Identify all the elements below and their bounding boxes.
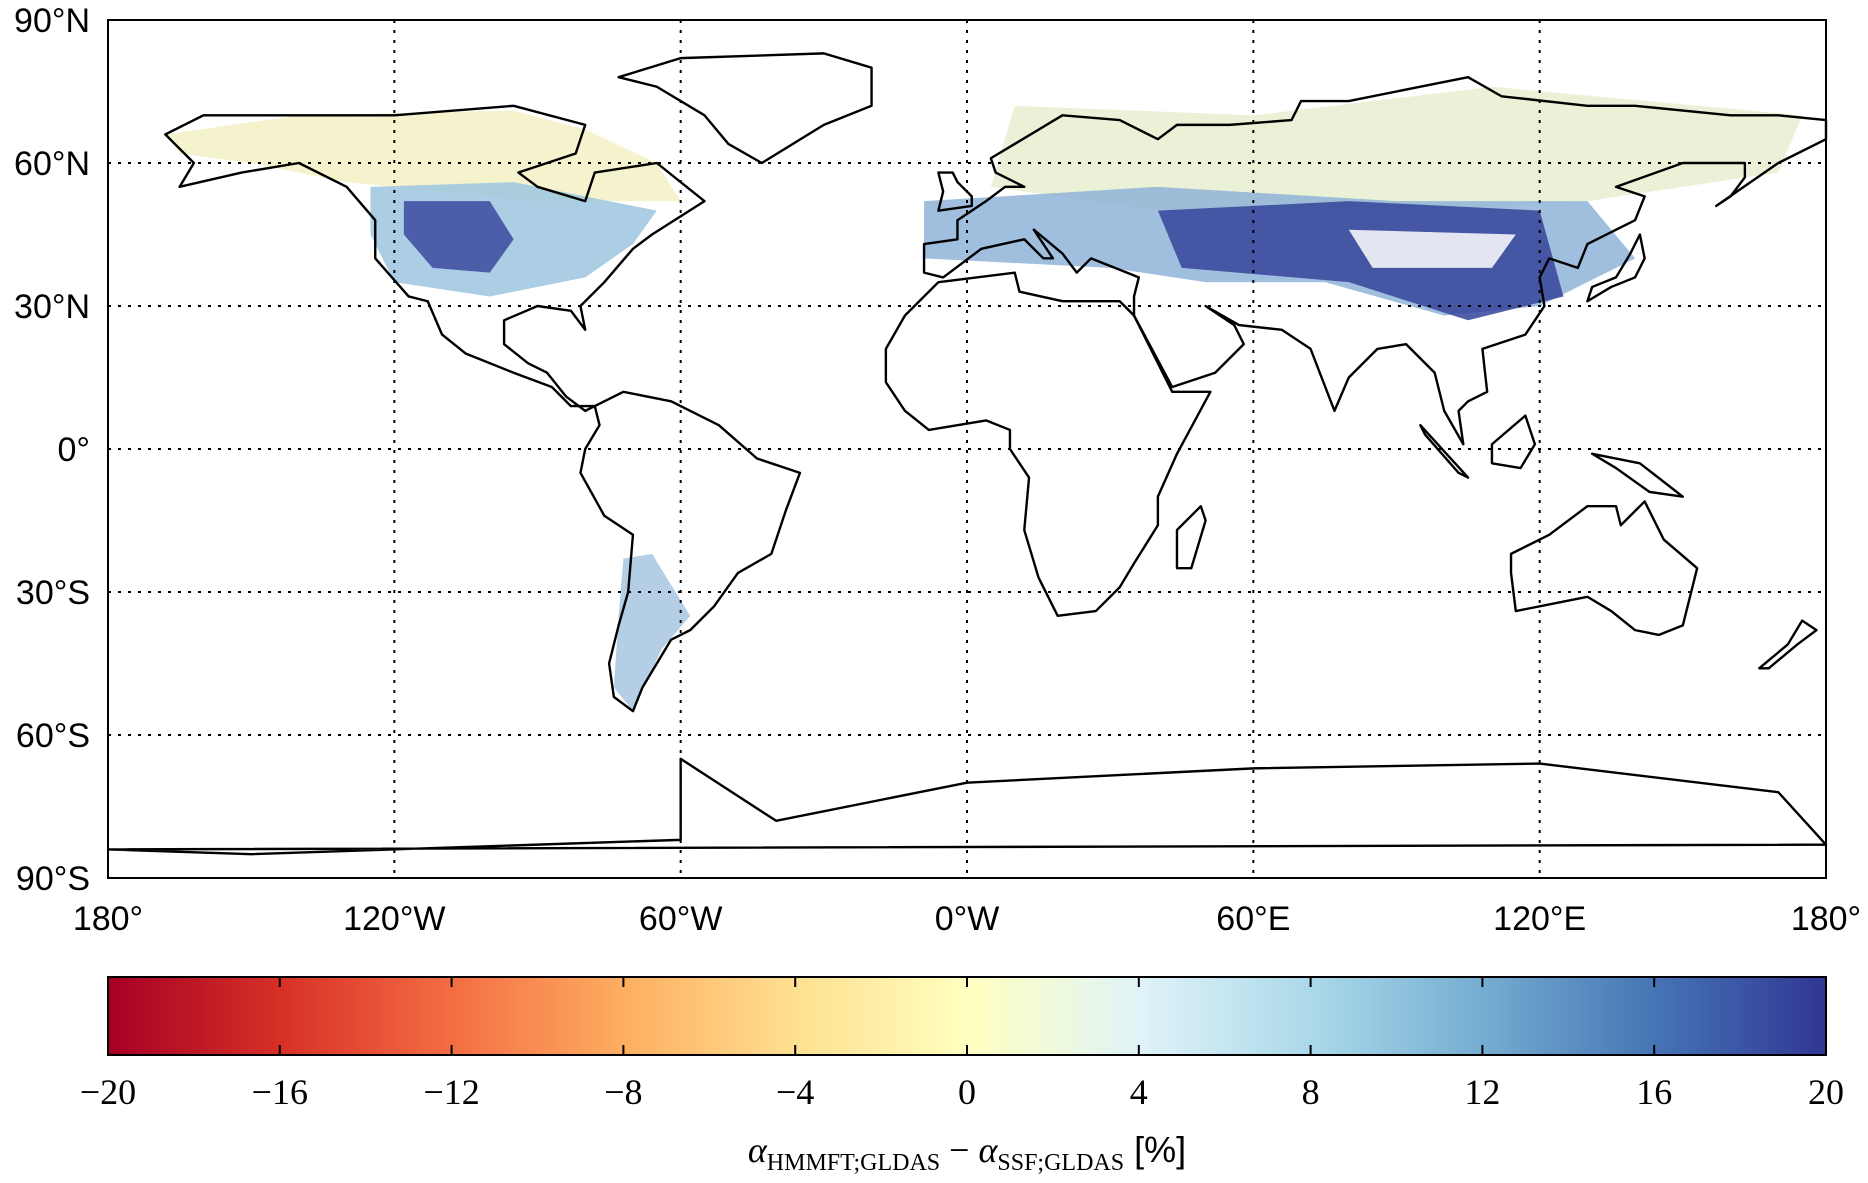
lon-tick-label: 180° [1791, 900, 1861, 938]
colorbar-tick-label: 20 [1808, 1072, 1844, 1112]
coastline [937, 171, 973, 212]
subscript: HMMFT;GLDAS [767, 1150, 940, 1176]
colorbar-tick-label: −12 [423, 1072, 479, 1112]
symbol: α [978, 1130, 998, 1170]
coastline [1175, 505, 1207, 570]
subscript: SSF;GLDAS [997, 1150, 1124, 1176]
colorbar [107, 976, 1827, 1056]
coastline [617, 52, 873, 165]
coastline [1509, 500, 1699, 637]
data-field [1157, 201, 1564, 321]
lon-tick-label: 120°W [343, 900, 445, 938]
coastline [1590, 452, 1685, 498]
colorbar-tick-label: −4 [776, 1072, 814, 1112]
map-frame [107, 19, 1827, 879]
coastline [106, 757, 1828, 856]
coastline [579, 390, 802, 713]
lat-tick-label: 30°S [16, 574, 90, 612]
colorbar-tick-label: −16 [252, 1072, 308, 1112]
colorbar-tick-label: 0 [958, 1072, 976, 1112]
lat-tick-label: 60°N [14, 145, 90, 183]
colorbar-tick-label: 16 [1636, 1072, 1672, 1112]
coastline [1757, 619, 1818, 670]
coastlines [106, 52, 1828, 856]
lat-tick-label: 30°N [14, 288, 90, 326]
data-field [403, 201, 514, 273]
data-field [613, 553, 691, 712]
coastline [1490, 414, 1537, 470]
operator: − [940, 1130, 978, 1170]
colorbar-tick-label: −20 [80, 1072, 136, 1112]
lon-tick-label: 180° [73, 900, 143, 938]
data-field [1348, 229, 1516, 268]
colorbar-label: αHMMFT;GLDAS − αSSF;GLDAS [%] [748, 1129, 1186, 1176]
unit: [%] [1124, 1129, 1186, 1170]
coastline [1419, 423, 1470, 479]
colorbar-tick-label: 8 [1302, 1072, 1320, 1112]
data-field [165, 110, 681, 202]
colorbar-tick-label: −8 [604, 1072, 642, 1112]
lat-tick-label: 90°S [16, 860, 90, 898]
coastline [1586, 233, 1646, 303]
lon-tick-label: 60°E [1216, 900, 1290, 938]
lon-tick-label: 120°E [1493, 900, 1586, 938]
coastline [164, 104, 706, 413]
lat-tick-label: 60°S [16, 717, 90, 755]
lat-tick-label: 90°N [14, 2, 90, 40]
lat-tick-label: 0° [57, 431, 90, 469]
data-field [990, 86, 1803, 211]
colorbar-tick-label: 12 [1464, 1072, 1500, 1112]
land [165, 86, 1803, 712]
colorbar-tick-label: 4 [1130, 1072, 1148, 1112]
lon-tick-label: 0°W [935, 900, 1000, 938]
symbol: α [748, 1130, 768, 1170]
coastline [884, 271, 1212, 618]
coastline [922, 75, 1828, 446]
lon-tick-label: 60°W [639, 900, 723, 938]
